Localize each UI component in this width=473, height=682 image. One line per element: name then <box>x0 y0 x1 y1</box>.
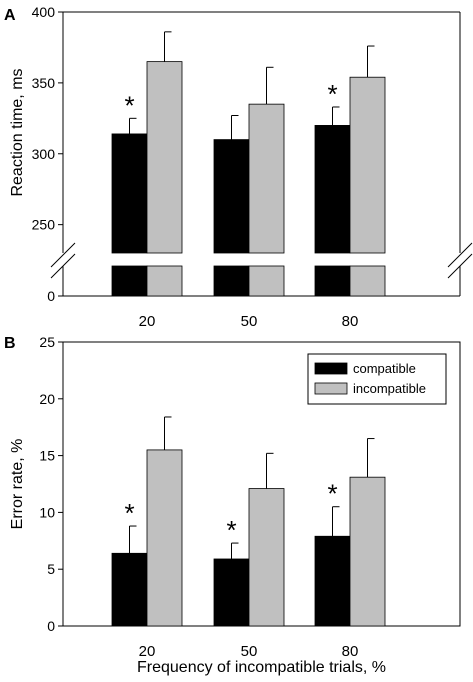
x-tick-label: 20 <box>139 643 156 660</box>
significance-asterisk: * <box>124 498 134 528</box>
bar <box>146 61 183 254</box>
significance-asterisk: * <box>124 90 134 120</box>
legend-swatch <box>314 362 348 375</box>
y-axis-label: Error rate, % <box>9 439 26 530</box>
axis-break-mark <box>50 253 76 279</box>
axis-break-mark <box>50 242 76 268</box>
legend-swatch <box>314 382 348 395</box>
axis-break-mark <box>447 253 473 279</box>
y-tick-label: 0 <box>47 288 55 304</box>
panel-label: B <box>4 335 16 352</box>
x-tick-label: 50 <box>241 313 258 330</box>
y-tick-label: 10 <box>39 504 55 520</box>
bar <box>146 449 183 627</box>
bar <box>314 125 351 254</box>
axis-break-mark <box>447 242 473 268</box>
y-tick-label: 350 <box>32 75 56 91</box>
y-tick-label: 5 <box>47 561 55 577</box>
bar <box>314 535 351 627</box>
x-tick-label: 50 <box>241 643 258 660</box>
bar <box>111 133 148 254</box>
y-tick-label: 15 <box>39 448 55 464</box>
bar <box>248 103 285 254</box>
bar <box>213 558 250 627</box>
bar <box>111 552 148 627</box>
bar-base <box>248 265 285 297</box>
bar <box>248 488 285 627</box>
panel-a: 0 250 300 350 400 20 50 80 * * Reaction time, ms A <box>4 4 473 330</box>
legend-label: incompatible <box>353 381 426 396</box>
bar <box>349 476 386 627</box>
y-tick-label: 250 <box>32 217 56 233</box>
significance-asterisk: * <box>226 515 236 545</box>
y-tick-label: 300 <box>32 146 56 162</box>
y-tick-label: 0 <box>47 618 55 634</box>
bar-base <box>146 265 183 297</box>
x-tick-label: 80 <box>342 643 359 660</box>
x-tick-label: 80 <box>342 313 359 330</box>
y-tick-label: 400 <box>32 4 56 20</box>
y-axis-label: Reaction time, ms <box>9 68 26 196</box>
bar-base <box>111 265 148 297</box>
significance-asterisk: * <box>327 479 337 509</box>
y-tick-label: 25 <box>39 334 55 350</box>
x-axis-label: Frequency of incompatible trials, % <box>137 659 386 676</box>
panel-b: 0 5 10 15 20 25 20 50 80 * * * compatible incompatibl… <box>4 334 461 676</box>
legend: compatible incompatible <box>307 353 447 405</box>
y-tick-label: 20 <box>39 391 55 407</box>
panel-label: A <box>4 7 16 24</box>
bar-base <box>349 265 386 297</box>
axis-break-gap <box>64 254 459 265</box>
bar-base <box>314 265 351 297</box>
bar <box>213 139 250 254</box>
legend-label: compatible <box>353 361 416 376</box>
legend-box <box>307 353 447 405</box>
bar-base <box>213 265 250 297</box>
x-tick-label: 20 <box>139 313 156 330</box>
significance-asterisk: * <box>327 79 337 109</box>
bar <box>349 76 386 254</box>
